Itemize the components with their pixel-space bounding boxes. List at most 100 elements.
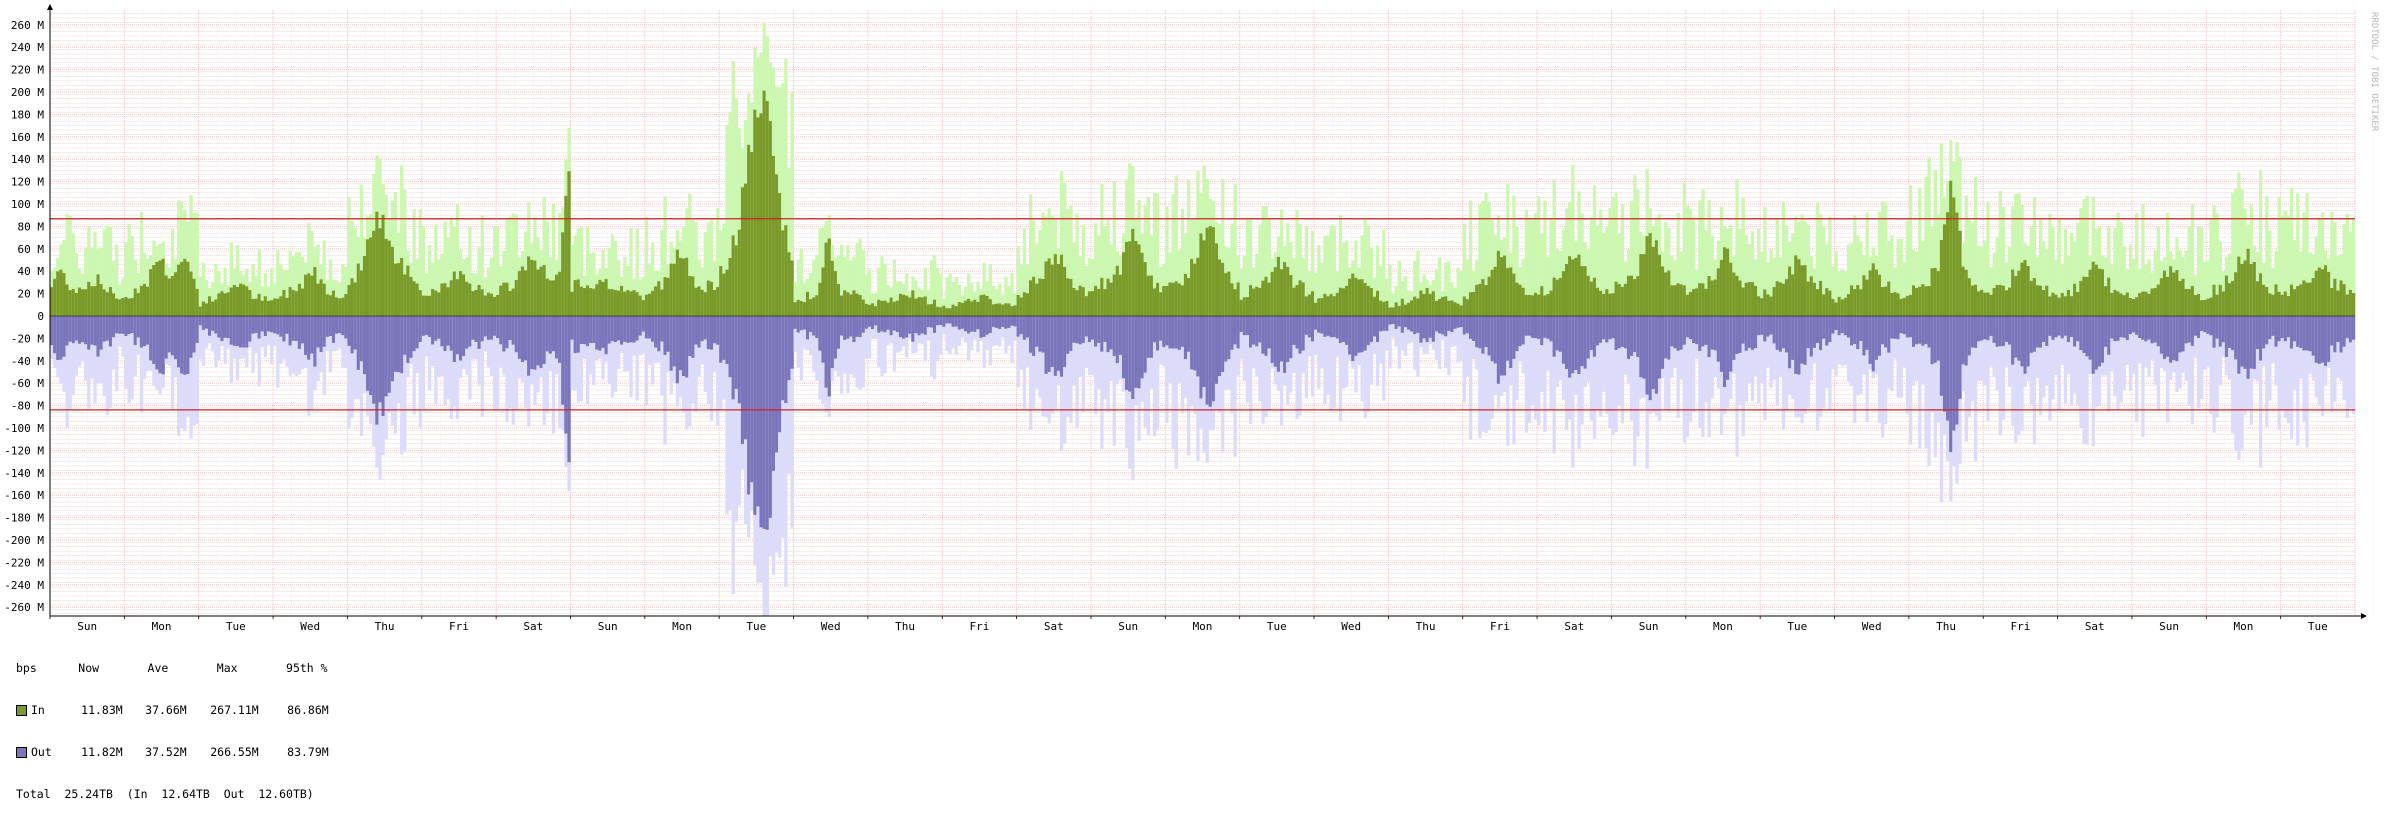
in-max-bar	[1180, 208, 1185, 316]
in-max-bar	[2135, 213, 2139, 316]
out-max-bar	[1936, 316, 1941, 423]
out-avg-bar	[167, 316, 172, 353]
in-avg-bar	[2265, 287, 2269, 316]
out-avg-bar	[1781, 316, 1786, 349]
out-avg-bar	[1797, 316, 1801, 375]
in-avg-bar	[787, 252, 791, 316]
in-avg-bar	[951, 304, 955, 316]
in-avg-bar	[1022, 292, 1027, 316]
out-avg-bar	[1918, 316, 1922, 344]
in-max-bar	[1013, 293, 1017, 316]
y-tick-label: 180 M	[11, 108, 44, 121]
in-max-bar	[2042, 241, 2046, 316]
in-avg-bar	[1202, 240, 1206, 316]
out-avg-bar	[474, 316, 478, 343]
x-tick-label: Sun	[1118, 620, 1138, 633]
in-avg-bar	[1555, 279, 1559, 316]
in-avg-bar	[1546, 293, 1550, 316]
in-avg-bar	[1013, 305, 1017, 316]
out-avg-bar	[2110, 316, 2114, 339]
out-max-bar	[90, 316, 94, 379]
out-avg-bar	[846, 316, 850, 339]
in-avg-bar	[1645, 236, 1649, 316]
in-avg-bar	[598, 279, 602, 316]
in-max-bar	[880, 256, 884, 316]
in-max-bar	[651, 242, 655, 316]
in-avg-bar	[1379, 300, 1383, 316]
out-avg-bar	[1515, 316, 1519, 352]
in-avg-bar	[220, 291, 224, 316]
out-avg-bar	[1800, 316, 1804, 364]
in-max-bar	[1187, 179, 1191, 316]
out-max-bar	[2069, 316, 2074, 406]
out-avg-bar	[1707, 316, 1711, 358]
in-avg-bar	[335, 297, 339, 316]
in-avg-bar	[1279, 269, 1284, 316]
in-max-bar	[855, 243, 859, 316]
out-max-bar	[93, 316, 97, 403]
in-avg-bar	[1434, 300, 1439, 316]
in-avg-bar	[1468, 292, 1473, 316]
out-max-bar	[784, 316, 788, 587]
in-avg-bar	[1713, 279, 1717, 316]
out-avg-bar	[1884, 316, 1888, 348]
out-avg-bar	[1134, 316, 1138, 388]
in-max-bar	[663, 196, 667, 316]
y-tick-label: -100 M	[4, 422, 44, 435]
in-avg-bar	[1072, 287, 1076, 316]
in-avg-bar	[260, 300, 264, 316]
in-max-bar	[2085, 195, 2089, 316]
in-max-bar	[223, 268, 227, 316]
in-max-bar	[895, 281, 900, 316]
in-avg-bar	[1159, 292, 1163, 316]
in-avg-bar	[93, 286, 97, 316]
y-tick-label: 120 M	[11, 176, 44, 189]
out-avg-bar	[242, 316, 246, 348]
out-avg-bar	[747, 316, 751, 495]
in-avg-bar	[2032, 278, 2037, 316]
in-avg-bar	[2252, 261, 2257, 316]
out-max-bar	[1800, 316, 1804, 424]
out-max-bar	[1998, 316, 2003, 436]
out-avg-bar	[1676, 316, 1680, 351]
out-max-bar	[1029, 316, 1033, 431]
out-max-bar	[2305, 316, 2309, 448]
in-avg-bar	[214, 299, 218, 316]
in-avg-bar	[2178, 280, 2182, 316]
in-max-bar	[1292, 258, 1296, 316]
in-avg-bar	[517, 271, 522, 316]
in-max-bar	[486, 267, 491, 316]
out-avg-bar	[427, 316, 432, 337]
in-avg-bar	[2066, 289, 2071, 316]
out-avg-bar	[2302, 316, 2306, 351]
out-avg-bar	[406, 316, 410, 363]
in-max-bar	[1128, 163, 1132, 316]
in-avg-bar	[177, 264, 181, 316]
in-avg-bar	[2305, 282, 2309, 316]
in-avg-bar	[2240, 263, 2244, 316]
out-avg-bar	[585, 316, 590, 347]
in-avg-bar	[1010, 306, 1014, 316]
out-max-bar	[2280, 316, 2284, 411]
in-avg-bar	[1106, 278, 1110, 316]
out-avg-bar	[675, 316, 680, 384]
out-avg-bar	[115, 316, 119, 334]
out-avg-bar	[443, 316, 447, 352]
in-avg-bar	[2153, 287, 2157, 316]
out-avg-bar	[1289, 316, 1293, 359]
in-avg-bar	[1874, 269, 1879, 316]
in-max-bar	[1846, 244, 1851, 316]
in-avg-bar	[852, 290, 856, 316]
out-max-bar	[1146, 316, 1151, 436]
in-avg-bar	[1338, 287, 1343, 316]
out-avg-bar	[2206, 316, 2210, 334]
out-avg-bar	[1010, 316, 1014, 326]
out-avg-bar	[1750, 316, 1755, 350]
out-max-bar	[1865, 316, 1869, 423]
out-avg-bar	[960, 316, 965, 329]
out-avg-bar	[734, 316, 738, 389]
in-max-bar	[2166, 212, 2170, 316]
in-avg-bar	[2311, 278, 2315, 316]
in-max-bar	[861, 250, 866, 316]
in-max-bar	[1682, 182, 1687, 316]
